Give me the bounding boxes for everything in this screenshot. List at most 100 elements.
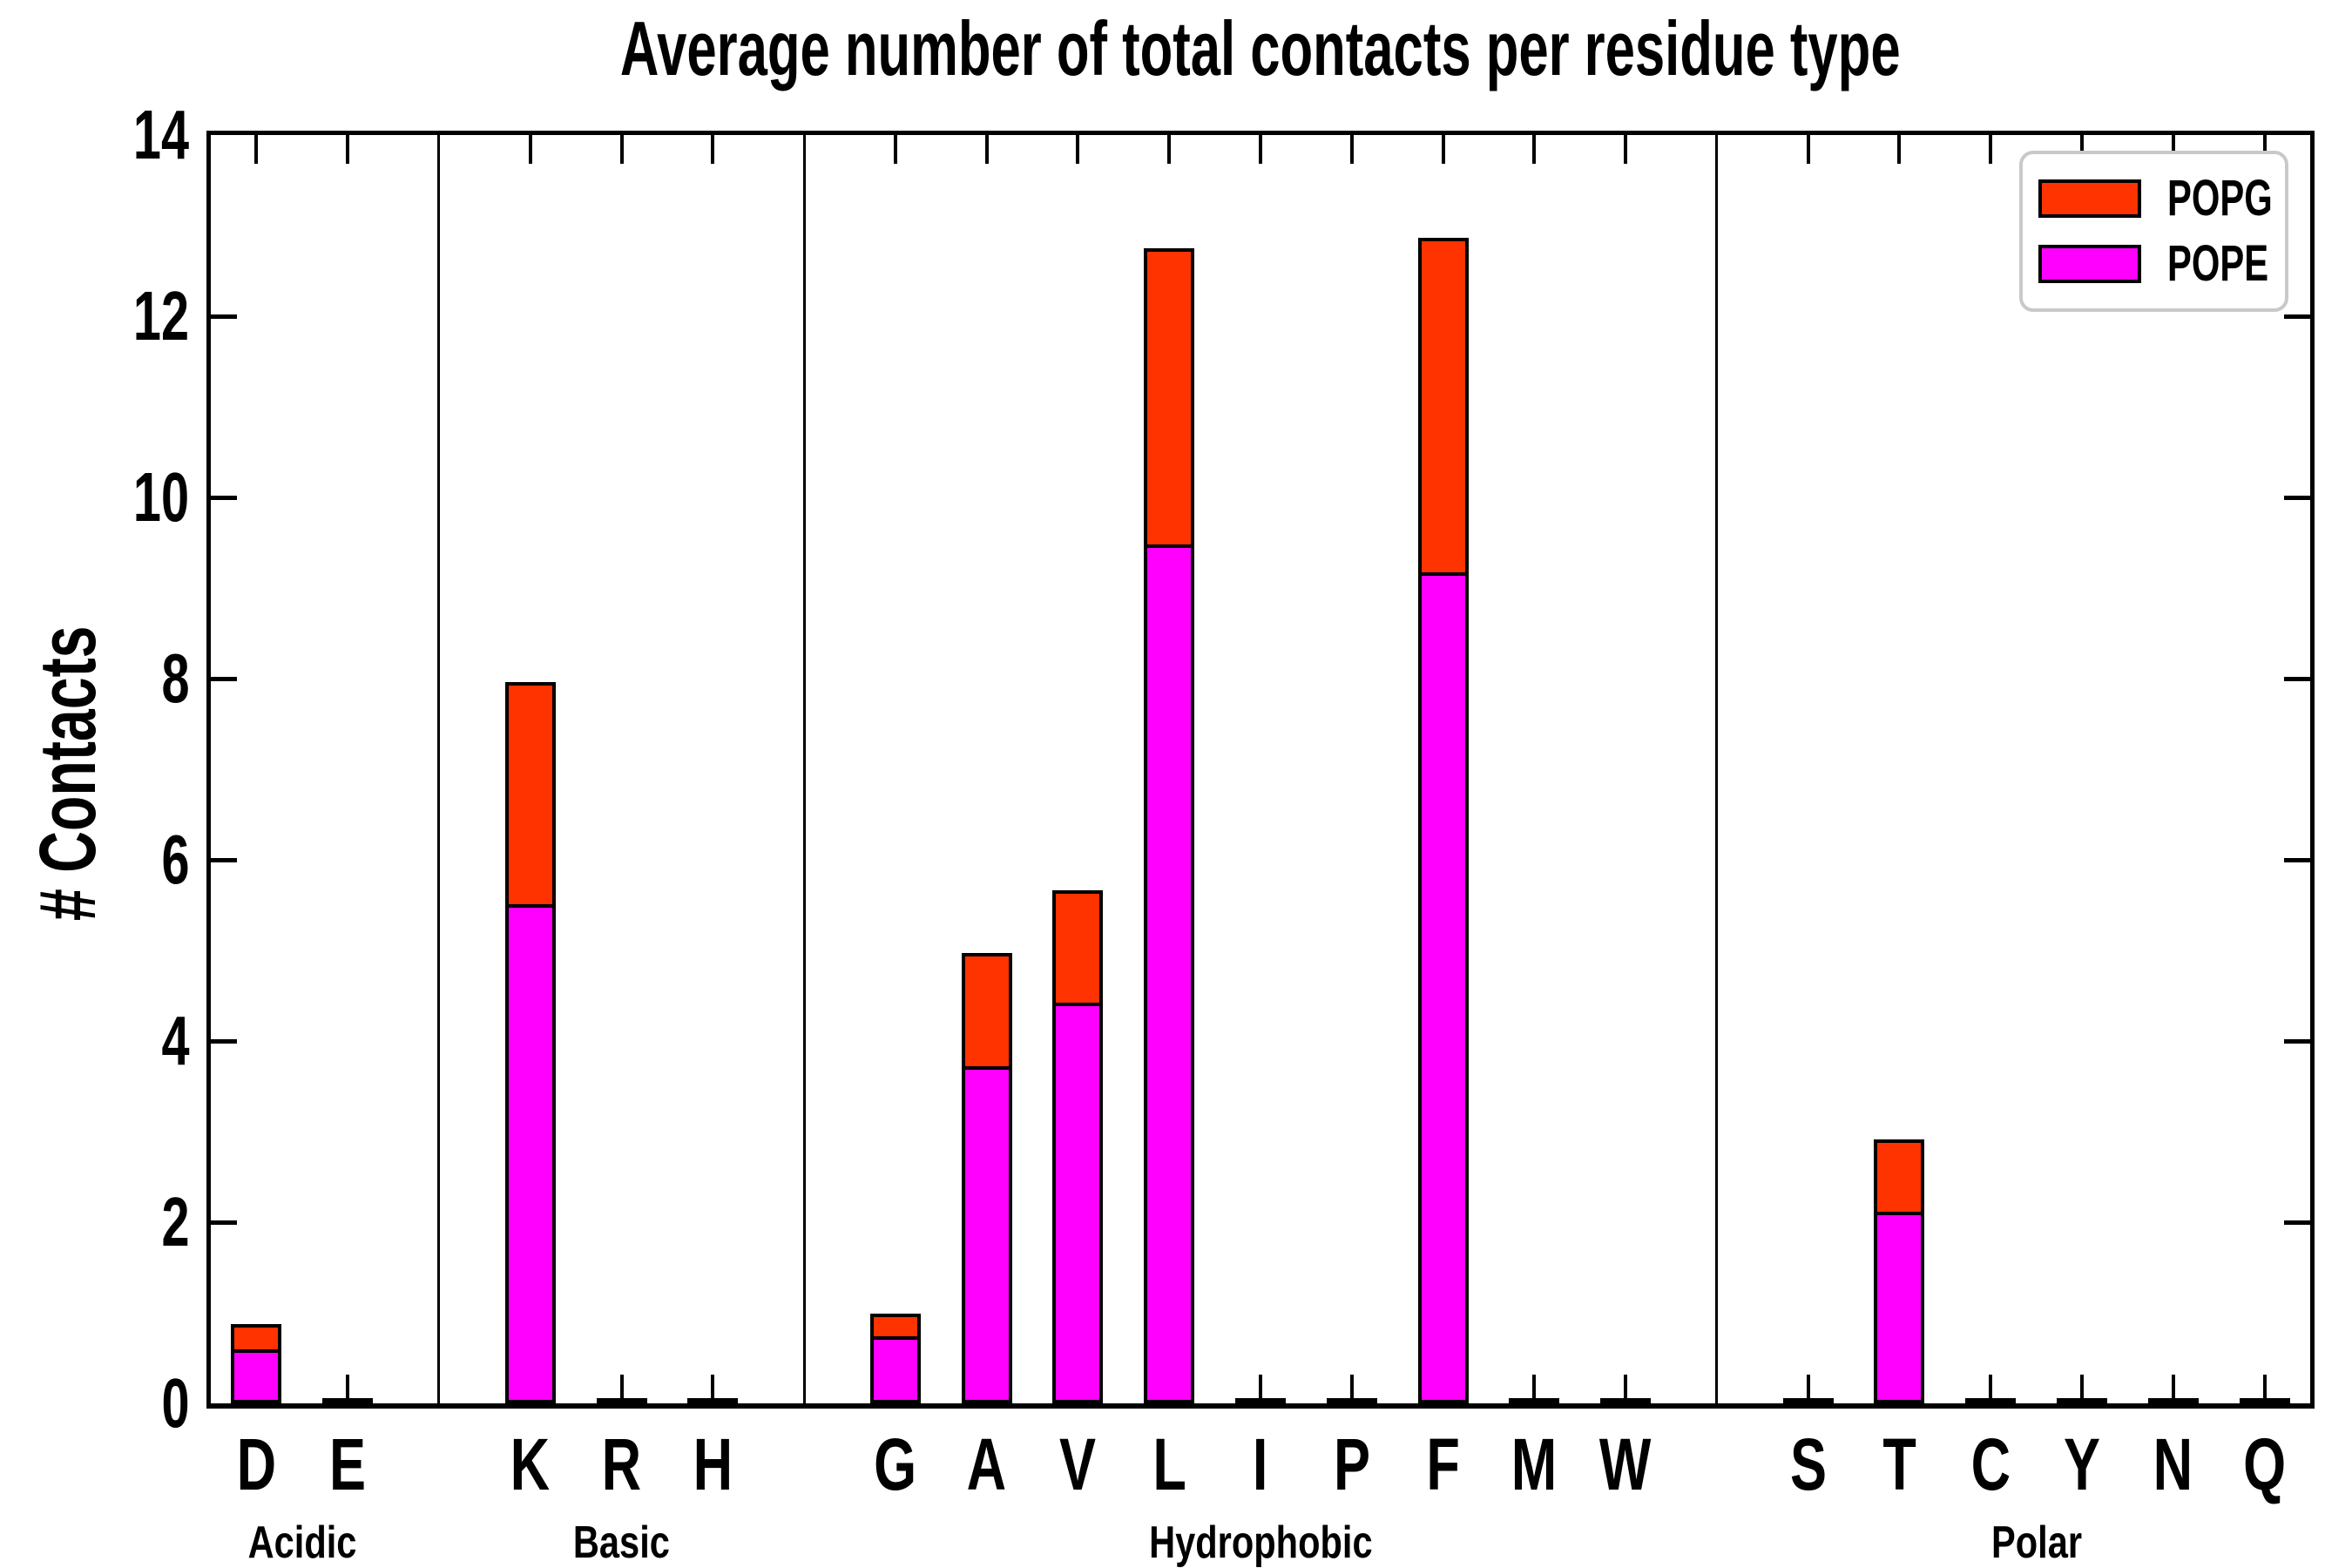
bar-F-popg-segment [1417, 238, 1469, 577]
x-tick-label-text: G [874, 1423, 917, 1505]
x-axis-tick-G [893, 135, 897, 164]
bar-W-zero [1600, 1398, 1652, 1403]
x-tick-label-S: S [1747, 1428, 1869, 1501]
y-axis-tick [2284, 857, 2310, 862]
legend-label-popg: POPG [2167, 170, 2273, 227]
x-tick-label-text: F [1426, 1423, 1460, 1505]
y-tick-label-text: 0 [160, 1364, 189, 1442]
x-tick-label-text: N [2153, 1423, 2193, 1505]
bar-M-zero [1509, 1398, 1560, 1403]
x-axis-tick-T [1897, 135, 1902, 164]
x-axis-tick-E [346, 135, 350, 164]
bar-R-zero [596, 1398, 647, 1403]
y-tick-label-text: 14 [132, 96, 189, 173]
x-axis-tick-N [2171, 135, 2175, 164]
y-axis-tick [2284, 495, 2310, 500]
bar-H-zero [687, 1398, 739, 1403]
x-axis-tick-M [1532, 135, 1537, 164]
group-label-text: Polar [1990, 1517, 2082, 1568]
y-tick-label-4: 4 [24, 1006, 189, 1076]
x-tick-label-text: C [1970, 1423, 2011, 1505]
x-tick-label-F: F [1382, 1428, 1504, 1501]
x-tick-label-M: M [1473, 1428, 1595, 1501]
bar-V [1052, 890, 1104, 1403]
bar-D-pope-segment [231, 1348, 282, 1403]
x-tick-label-H: H [652, 1428, 774, 1501]
x-tick-label-P: P [1291, 1428, 1413, 1501]
bar-A-pope-segment [961, 1066, 1012, 1403]
bar-Y-zero [2057, 1398, 2108, 1403]
x-axis-tick-H [711, 135, 715, 164]
group-separator [437, 135, 441, 1403]
x-axis-tick-V [1076, 135, 1080, 164]
y-axis-tick [2284, 1038, 2310, 1044]
x-tick-label-E: E [287, 1428, 409, 1501]
y-tick-label-text: 10 [132, 458, 189, 536]
bar-K-pope-segment [504, 903, 556, 1403]
x-tick-label-C: C [1930, 1428, 2051, 1501]
chart-title: Average number of total contacts per res… [206, 6, 2315, 91]
group-label-text: Hydrophobic [1148, 1517, 1373, 1568]
legend-entry-popg: POPG [2023, 173, 2285, 224]
x-axis-tick-I [1259, 1375, 1262, 1403]
bar-G-pope-segment [869, 1336, 921, 1403]
y-tick-label-12: 12 [24, 281, 189, 351]
x-axis-tick-R [619, 135, 624, 164]
y-tick-label-0: 0 [24, 1369, 189, 1438]
x-tick-label-K: K [470, 1428, 591, 1501]
group-label-hydrophobic: Hydrophobic [1086, 1520, 1435, 1565]
legend-entry-pope: POPE [2023, 238, 2285, 289]
group-separator [1715, 135, 1719, 1403]
group-separator [802, 135, 806, 1403]
x-tick-label-text: K [510, 1423, 551, 1505]
y-tick-label-text: 12 [132, 277, 189, 355]
x-tick-label-text: L [1152, 1423, 1186, 1505]
bar-K [504, 682, 556, 1403]
group-label-text: Acidic [247, 1517, 357, 1568]
bar-V-popg-segment [1052, 890, 1104, 1007]
x-tick-label-text: P [1333, 1423, 1370, 1505]
group-label-polar: Polar [1862, 1520, 2211, 1565]
x-axis-tick-P [1349, 1375, 1354, 1403]
bar-F [1417, 238, 1469, 1403]
x-axis-tick-E [346, 1375, 350, 1403]
popg-swatch-icon [2038, 179, 2141, 219]
y-tick-label-10: 10 [24, 463, 189, 532]
x-tick-label-text: R [601, 1423, 642, 1505]
x-axis-tick-F [1441, 135, 1445, 164]
x-tick-label-R: R [561, 1428, 683, 1501]
x-axis-tick-W [1624, 135, 1628, 164]
bar-E-zero [322, 1398, 374, 1403]
legend-label-pope: POPE [2167, 234, 2269, 292]
y-tick-label-text: 4 [160, 1002, 189, 1079]
y-tick-label-2: 2 [24, 1187, 189, 1257]
y-axis-tick [2284, 676, 2310, 681]
x-tick-label-text: Q [2243, 1423, 2287, 1505]
y-axis-tick [2284, 314, 2310, 319]
y-axis-tick [211, 676, 237, 681]
x-axis-tick-Y [2080, 135, 2085, 164]
bar-V-pope-segment [1052, 1003, 1104, 1403]
bar-C-zero [1965, 1398, 2017, 1403]
x-tick-label-A: A [926, 1428, 1048, 1501]
pope-swatch-icon [2038, 244, 2141, 283]
x-axis-tick-Q [2262, 1375, 2267, 1403]
x-axis-tick-S [1806, 135, 1810, 164]
x-axis-tick-R [619, 1375, 624, 1403]
y-axis-tick [2284, 1220, 2310, 1225]
bar-L [1144, 247, 1195, 1403]
y-tick-label-text: 6 [160, 821, 189, 898]
bar-T-pope-segment [1874, 1211, 1925, 1403]
x-tick-label-text: D [236, 1423, 277, 1505]
bar-N-zero [2147, 1398, 2199, 1403]
group-label-acidic: Acidic [128, 1520, 476, 1565]
bar-D [231, 1324, 282, 1403]
x-axis-tick-K [528, 135, 532, 164]
x-tick-label-text: E [329, 1423, 367, 1505]
x-tick-label-text: A [966, 1423, 1007, 1505]
bar-Q-zero [2239, 1398, 2290, 1403]
x-axis-tick-D [254, 135, 259, 164]
x-axis-tick-A [984, 135, 989, 164]
x-axis-tick-C [1989, 135, 1993, 164]
